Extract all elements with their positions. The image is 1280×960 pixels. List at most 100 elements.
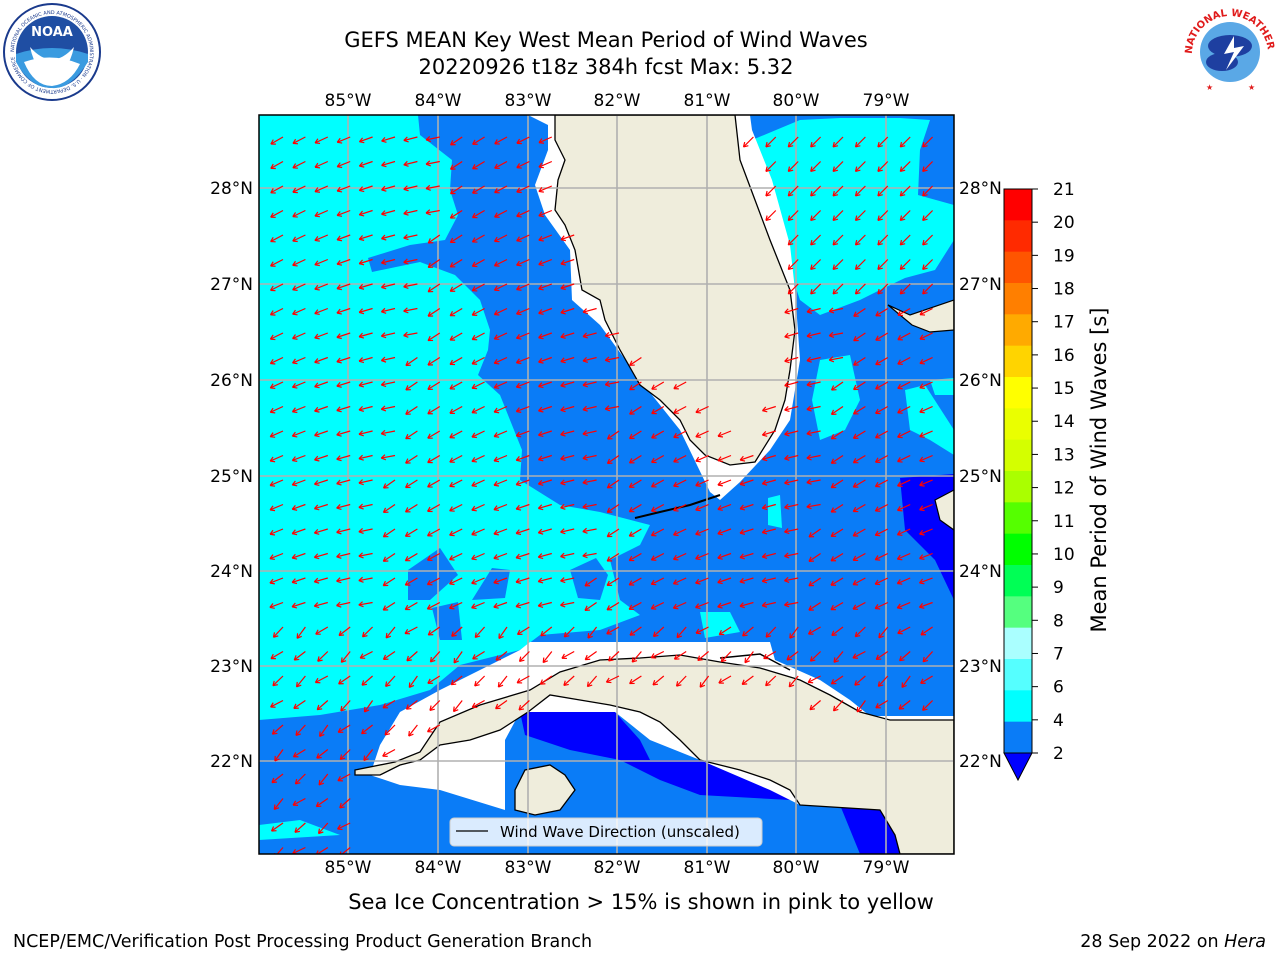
wind-arrow (538, 283, 553, 290)
wind-arrow (717, 454, 732, 462)
wind-arrow-head (537, 553, 544, 560)
wind-arrow-head (922, 190, 928, 197)
wind-arrow-head (628, 604, 635, 611)
wind-arrow (405, 430, 418, 440)
wind-arrow-head (493, 383, 500, 389)
wind-arrow-head (358, 161, 365, 168)
wind-arrow-head (538, 284, 544, 291)
wind-arrow (381, 381, 396, 386)
wind-arrow (403, 185, 418, 190)
wind-arrow (517, 626, 530, 635)
wind-arrow-head (919, 407, 925, 414)
wind-arrow-head (471, 359, 478, 365)
wind-arrow-head (651, 433, 657, 439)
wind-arrow-head (403, 258, 409, 265)
wind-arrow (516, 136, 530, 144)
wind-arrow-head (336, 137, 343, 144)
wind-arrow-head (313, 504, 320, 511)
wind-arrow (606, 552, 620, 562)
wind-arrow (808, 601, 821, 611)
wind-arrow-head (742, 631, 748, 637)
wind-arrow-head (898, 704, 905, 710)
wind-arrow-head (515, 480, 522, 487)
wind-arrow-head (336, 601, 342, 608)
wind-arrow-head (427, 384, 433, 390)
wind-arrow-head (629, 360, 635, 366)
wind-arrow-head (651, 384, 657, 390)
wind-arrow-head (832, 705, 839, 712)
wind-arrow-head (515, 407, 522, 413)
wind-arrow-head (336, 455, 342, 462)
wind-arrow (538, 307, 553, 314)
wind-arrow (897, 454, 911, 463)
wind-arrow-head (358, 357, 365, 364)
wind-arrow (516, 332, 530, 339)
wind-arrow-head (787, 141, 794, 148)
wind-arrow (830, 552, 844, 562)
wind-arrow-head (449, 310, 456, 317)
wind-arrow (695, 577, 709, 584)
wind-arrow-head (717, 456, 724, 463)
colorbar-tick-label: 8 (1053, 611, 1064, 631)
colorbar-segment (1004, 659, 1032, 691)
wind-arrow (919, 454, 933, 462)
wind-arrow-head (673, 408, 679, 414)
wind-arrow (855, 210, 866, 221)
wind-arrow-head (471, 603, 477, 610)
wind-arrow-head (582, 527, 588, 534)
wind-arrow (897, 552, 911, 560)
wind-arrow (427, 283, 441, 293)
wind-arrow (336, 258, 351, 265)
wind-arrow (830, 503, 844, 513)
wind-arrow (605, 356, 620, 361)
wind-arrow-head (560, 601, 566, 608)
wind-arrow-head (319, 731, 325, 737)
lat-tick-left: 28°N (210, 179, 253, 199)
wind-arrow-head (426, 579, 433, 586)
wind-arrow (383, 479, 396, 489)
wind-arrow (493, 381, 508, 389)
wind-arrow-head (404, 628, 411, 635)
wind-arrow (337, 822, 351, 830)
wind-arrow-head (382, 580, 389, 587)
wind-arrow (652, 675, 665, 686)
wind-arrow-head (272, 680, 278, 687)
wind-arrow (362, 626, 374, 638)
wind-arrow (427, 356, 441, 366)
footer-date-text: 28 Sep 2022 on (1080, 932, 1225, 952)
wind-arrow (359, 160, 373, 167)
wind-arrow-head (606, 629, 612, 635)
wind-arrow (897, 601, 911, 609)
wind-arrow (515, 577, 530, 583)
wind-arrow (875, 699, 889, 709)
wind-arrow-head (404, 531, 411, 537)
wind-arrow (405, 406, 418, 415)
wind-arrow-head (405, 433, 411, 440)
wind-arrow-head (269, 578, 275, 585)
wind-arrow-head (493, 432, 500, 438)
wind-arrow (472, 136, 485, 145)
wind-arrow-head (699, 682, 706, 688)
wind-arrow (855, 185, 866, 197)
wind-arrow-head (314, 406, 320, 413)
svg-text:★: ★ (1206, 83, 1213, 92)
wind-arrow-head (784, 357, 790, 364)
wind-arrow-head (922, 215, 928, 221)
wind-arrow-head (560, 503, 566, 510)
wind-arrow (855, 136, 866, 148)
wind-arrow-head (919, 456, 925, 463)
wind-arrow-head (628, 555, 635, 562)
wind-arrow (874, 577, 889, 585)
wind-arrow (515, 479, 530, 486)
wind-arrow-head (717, 431, 724, 438)
wind-arrow (292, 258, 306, 266)
lat-tick-right: 25°N (959, 467, 1002, 487)
wind-arrow-head (875, 335, 881, 341)
wind-arrow-head (718, 678, 724, 684)
wind-arrow-head (382, 532, 389, 538)
wind-arrow-head (274, 755, 280, 762)
wind-arrow (314, 577, 328, 583)
wind-arrow-head (493, 480, 500, 487)
wind-arrow-head (449, 457, 455, 463)
wind-arrow-head (875, 384, 881, 390)
